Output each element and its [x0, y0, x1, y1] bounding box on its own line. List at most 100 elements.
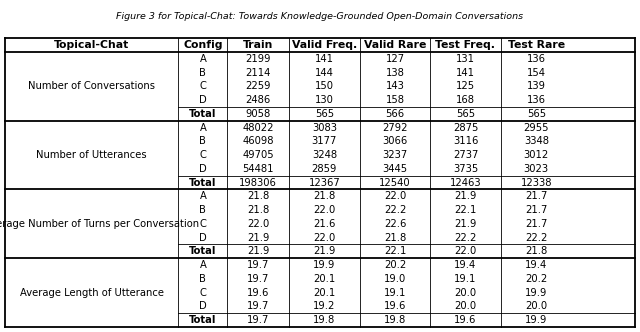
Text: 54481: 54481 — [243, 164, 274, 174]
Text: 21.8: 21.8 — [247, 191, 269, 201]
Text: C: C — [200, 219, 206, 229]
Text: B: B — [200, 68, 206, 78]
Text: 19.4: 19.4 — [525, 260, 547, 270]
Text: B: B — [200, 274, 206, 284]
Text: B: B — [200, 136, 206, 146]
Text: Total: Total — [189, 315, 216, 325]
Text: 20.2: 20.2 — [384, 260, 406, 270]
Text: 2955: 2955 — [524, 123, 549, 132]
Text: 21.8: 21.8 — [384, 233, 406, 243]
Text: 168: 168 — [456, 95, 475, 105]
Text: 20.0: 20.0 — [454, 288, 477, 297]
Text: Total: Total — [189, 246, 216, 256]
Text: 21.8: 21.8 — [525, 246, 547, 256]
Text: Figure 3 for Topical-Chat: Towards Knowledge-Grounded Open-Domain Conversations: Figure 3 for Topical-Chat: Towards Knowl… — [116, 12, 524, 21]
Text: 19.0: 19.0 — [384, 274, 406, 284]
Text: 2737: 2737 — [452, 150, 478, 160]
Text: 19.7: 19.7 — [247, 315, 269, 325]
Text: 3023: 3023 — [524, 164, 549, 174]
Text: 138: 138 — [385, 68, 404, 78]
Text: 139: 139 — [527, 81, 546, 91]
Text: 20.2: 20.2 — [525, 274, 547, 284]
Text: Valid Freq.: Valid Freq. — [292, 40, 357, 50]
Text: Average Number of Turns per Conversation: Average Number of Turns per Conversation — [0, 219, 199, 229]
Text: 22.0: 22.0 — [247, 219, 269, 229]
Text: 2114: 2114 — [246, 68, 271, 78]
Text: 21.9: 21.9 — [454, 191, 477, 201]
Text: 198306: 198306 — [239, 178, 277, 188]
Text: 2859: 2859 — [312, 164, 337, 174]
Text: Valid Rare: Valid Rare — [364, 40, 426, 50]
Text: 141: 141 — [315, 54, 334, 64]
Text: 19.9: 19.9 — [313, 260, 335, 270]
Text: 22.1: 22.1 — [384, 246, 406, 256]
Text: 19.7: 19.7 — [247, 260, 269, 270]
Text: 12338: 12338 — [520, 178, 552, 188]
Text: 22.2: 22.2 — [384, 205, 406, 215]
Text: 127: 127 — [385, 54, 404, 64]
Text: 48022: 48022 — [243, 123, 274, 132]
Text: 49705: 49705 — [243, 150, 274, 160]
Text: 22.6: 22.6 — [384, 219, 406, 229]
Text: B: B — [200, 205, 206, 215]
Text: 21.7: 21.7 — [525, 205, 547, 215]
Text: 130: 130 — [315, 95, 334, 105]
Text: 158: 158 — [385, 95, 404, 105]
Text: 9058: 9058 — [246, 109, 271, 119]
Text: 566: 566 — [385, 109, 404, 119]
Text: 21.9: 21.9 — [313, 246, 335, 256]
Text: 131: 131 — [456, 54, 475, 64]
Text: 20.1: 20.1 — [314, 274, 335, 284]
Text: Config: Config — [183, 40, 223, 50]
Text: 141: 141 — [456, 68, 475, 78]
Text: 19.6: 19.6 — [247, 288, 269, 297]
Text: 12463: 12463 — [450, 178, 481, 188]
Text: 3012: 3012 — [524, 150, 549, 160]
Text: 3248: 3248 — [312, 150, 337, 160]
Text: D: D — [199, 301, 207, 311]
Text: Number of Conversations: Number of Conversations — [28, 81, 156, 91]
Text: 19.2: 19.2 — [313, 301, 335, 311]
Text: C: C — [200, 150, 206, 160]
Text: 3083: 3083 — [312, 123, 337, 132]
Text: 19.9: 19.9 — [525, 315, 547, 325]
Text: 21.8: 21.8 — [314, 191, 335, 201]
Text: 19.6: 19.6 — [384, 301, 406, 311]
Text: 21.9: 21.9 — [454, 219, 477, 229]
Text: 19.9: 19.9 — [525, 288, 547, 297]
Text: 22.0: 22.0 — [314, 205, 335, 215]
Text: D: D — [199, 164, 207, 174]
Text: 19.1: 19.1 — [454, 274, 477, 284]
Text: 154: 154 — [527, 68, 546, 78]
Text: 2199: 2199 — [246, 54, 271, 64]
Text: 22.2: 22.2 — [525, 233, 547, 243]
Text: 2259: 2259 — [246, 81, 271, 91]
Text: 19.7: 19.7 — [247, 301, 269, 311]
Text: 22.1: 22.1 — [454, 205, 477, 215]
Text: 22.2: 22.2 — [454, 233, 477, 243]
Text: 3237: 3237 — [382, 150, 408, 160]
Text: 565: 565 — [456, 109, 475, 119]
Text: 144: 144 — [315, 68, 334, 78]
Text: C: C — [200, 288, 206, 297]
Text: 21.9: 21.9 — [247, 246, 269, 256]
Text: 125: 125 — [456, 81, 475, 91]
Text: 21.9: 21.9 — [247, 233, 269, 243]
Text: 20.0: 20.0 — [454, 301, 477, 311]
Text: Number of Utterances: Number of Utterances — [36, 150, 147, 160]
Text: 2486: 2486 — [246, 95, 271, 105]
Text: A: A — [200, 191, 206, 201]
Text: 565: 565 — [315, 109, 334, 119]
Text: Average Length of Utterance: Average Length of Utterance — [20, 288, 164, 297]
Text: 21.8: 21.8 — [247, 205, 269, 215]
Text: 19.7: 19.7 — [247, 274, 269, 284]
Text: 20.0: 20.0 — [525, 301, 547, 311]
Text: 19.8: 19.8 — [314, 315, 335, 325]
Text: 3177: 3177 — [312, 136, 337, 146]
Text: 143: 143 — [385, 81, 404, 91]
Text: 3445: 3445 — [382, 164, 408, 174]
Text: 565: 565 — [527, 109, 546, 119]
Text: Total: Total — [189, 109, 216, 119]
Text: 19.1: 19.1 — [384, 288, 406, 297]
Text: A: A — [200, 123, 206, 132]
